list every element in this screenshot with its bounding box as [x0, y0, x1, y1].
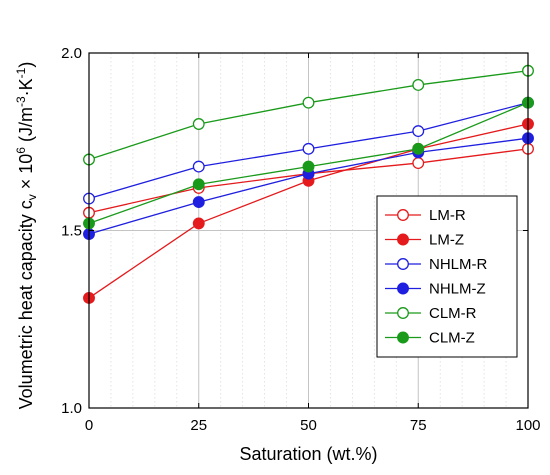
data-point-CLM-Z — [302, 160, 315, 173]
legend-item-CLM-R: CLM-R — [385, 305, 477, 322]
data-point-NHLM-R — [302, 142, 315, 155]
legend-item-LM-Z: LM-Z — [385, 232, 464, 249]
data-point-NHLM-Z — [192, 196, 205, 209]
data-point-CLM-R — [412, 78, 425, 91]
x-tick-label: 0 — [85, 417, 93, 434]
x-tick-label: 50 — [300, 417, 317, 434]
legend-label: CLM-R — [429, 305, 477, 322]
legend-marker — [397, 258, 409, 270]
legend-label: LM-R — [429, 207, 466, 224]
x-tick-label: 25 — [190, 417, 207, 434]
legend-box — [376, 195, 518, 358]
y-tick-label: 1.0 — [61, 400, 82, 417]
legend-label: NHLM-Z — [429, 281, 486, 298]
y-axis-label-units-close: ) — [16, 62, 36, 68]
y-axis-label-main: Volumetric heat capacity c — [16, 200, 36, 409]
legend-marker — [397, 233, 409, 246]
y-axis-label-times: × 10 — [16, 154, 36, 195]
x-tick-label: 100 — [515, 417, 540, 434]
series-CLM-Z — [83, 96, 534, 230]
data-point-CLM-Z — [192, 178, 205, 191]
legend-label: NHLM-R — [429, 256, 487, 273]
data-point-CLM-R — [302, 96, 315, 109]
data-point-LM-Z — [192, 217, 205, 230]
y-axis-label-units-mid: ·K — [16, 78, 36, 96]
legend: LM-R LM-Z NHLM-R NHLM-Z CLM-R CLM-Z — [376, 195, 518, 358]
y-axis-label: Volumetric heat capacity cv × 106 (J/m-3… — [14, 62, 39, 410]
y-tick-label: 1.5 — [61, 223, 82, 240]
ticks: 0 25 50 75 100 1.0 1.5 2.0 — [61, 45, 540, 434]
y-axis-label-exp: 6 — [14, 147, 28, 154]
legend-item-NHLM-R: NHLM-R — [385, 256, 487, 273]
y-tick-label: 2.0 — [61, 45, 82, 62]
x-tick-label: 75 — [410, 417, 427, 434]
y-axis-label-units: (J/m — [16, 107, 36, 147]
legend-label: CLM-Z — [429, 330, 475, 347]
y-axis-label-sub: v — [25, 194, 39, 200]
data-point-CLM-R — [192, 118, 205, 130]
y-axis-label-units-exp: -3 — [14, 96, 28, 107]
x-axis-label: Saturation (wt.%) — [239, 444, 377, 464]
data-point-LM-R — [412, 157, 425, 170]
y-axis-label-units-exp2: -1 — [14, 67, 28, 78]
series-NHLM-R — [83, 96, 534, 205]
data-point-NHLM-R — [192, 160, 205, 173]
legend-item-NHLM-Z: NHLM-Z — [385, 281, 486, 298]
data-point-NHLM-R — [412, 125, 425, 138]
legend-marker — [397, 282, 409, 295]
legend-item-CLM-Z: CLM-Z — [385, 330, 475, 347]
legend-marker — [397, 331, 409, 344]
legend-marker — [397, 209, 409, 221]
legend-label: LM-Z — [429, 232, 464, 249]
legend-item-LM-R: LM-R — [385, 207, 466, 224]
data-point-CLM-Z — [412, 142, 425, 155]
legend-marker — [397, 307, 409, 319]
